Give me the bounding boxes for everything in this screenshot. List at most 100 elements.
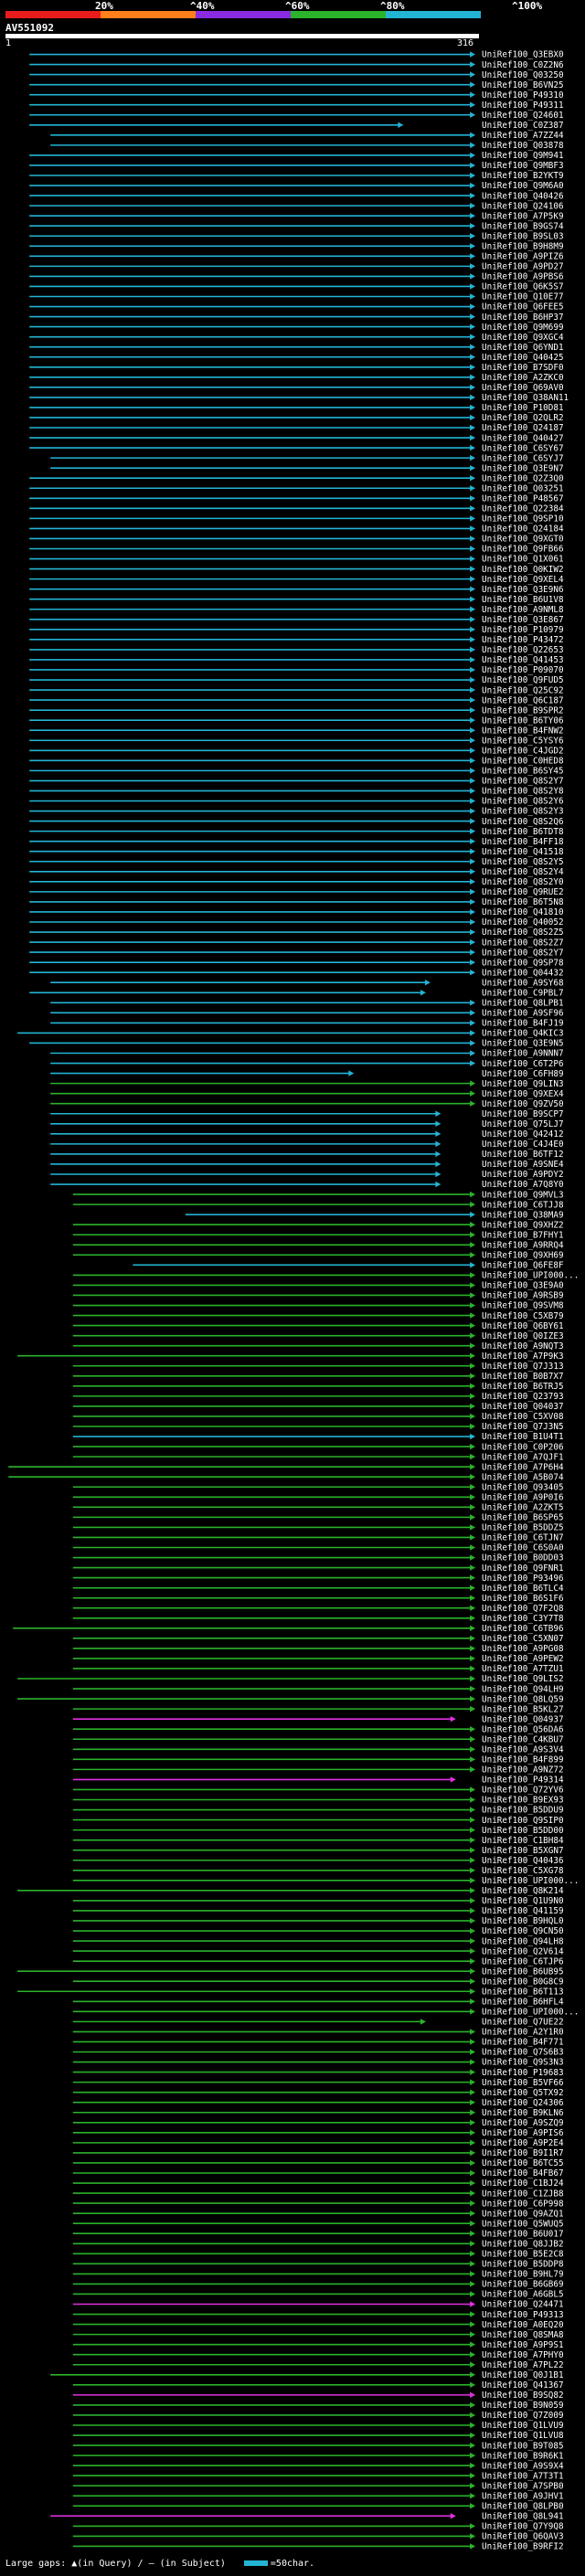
alignment-row[interactable]: UniRef100_B9KLN6 [72, 2108, 564, 2118]
row-label[interactable]: UniRef100_B6TC55 [482, 2158, 564, 2168]
alignment-row[interactable]: UniRef100_A7Q8Y0 [50, 1180, 564, 1190]
alignment-row[interactable]: UniRef100_B9N059 [72, 2401, 564, 2411]
alignment-row[interactable]: UniRef100_Q25C92 [29, 685, 564, 695]
row-label[interactable]: UniRef100_Q41367 [482, 2380, 564, 2390]
row-label[interactable]: UniRef100_Q6FEE5 [482, 302, 564, 313]
alignment-row[interactable]: UniRef100_A7SPB0 [72, 2481, 564, 2491]
row-label[interactable]: UniRef100_Q8LQ59 [482, 1694, 564, 1704]
row-label[interactable]: UniRef100_B6HP37 [482, 313, 564, 323]
alignment-row[interactable]: UniRef100_B4FNW2 [29, 726, 564, 736]
row-label[interactable]: UniRef100_Q56DA6 [482, 1724, 564, 1734]
alignment-row[interactable]: UniRef100_C1BJ24 [72, 2178, 564, 2189]
alignment-row[interactable]: UniRef100_Q7F2Q8 [72, 1604, 564, 1614]
alignment-row[interactable]: UniRef100_C0HED8 [29, 757, 564, 767]
alignment-row[interactable]: UniRef100_A9NZ72 [72, 1765, 564, 1776]
row-label[interactable]: UniRef100_Q9XGC4 [482, 333, 564, 343]
alignment-row[interactable]: UniRef100_C5XB79 [72, 1311, 564, 1321]
alignment-row[interactable]: UniRef100_A6GBL5 [72, 2290, 564, 2300]
alignment-row[interactable]: UniRef100_B9HL79 [72, 2270, 564, 2280]
row-label[interactable]: UniRef100_B6S1F6 [482, 1594, 564, 1604]
row-label[interactable]: UniRef100_A7Q8Y0 [482, 1180, 564, 1190]
alignment-row[interactable]: UniRef100_B5DDZ5 [72, 1523, 564, 1533]
row-label[interactable]: UniRef100_C4J4E0 [482, 1140, 564, 1150]
row-label[interactable]: UniRef100_Q9XEL4 [482, 575, 564, 585]
alignment-row[interactable]: UniRef100_P10D81 [29, 403, 564, 413]
row-label[interactable]: UniRef100_C5XB79 [482, 1311, 564, 1321]
alignment-row[interactable]: UniRef100_Q38AN11 [29, 393, 569, 403]
alignment-row[interactable]: UniRef100_Q9SIP0 [72, 1816, 564, 1826]
row-label[interactable]: UniRef100_C5XG78 [482, 1866, 564, 1876]
row-label[interactable]: UniRef100_A7P5K9 [482, 211, 564, 221]
row-label[interactable]: UniRef100_P49311 [482, 101, 564, 111]
row-label[interactable]: UniRef100_P93496 [482, 1574, 564, 1584]
alignment-row[interactable]: UniRef100_B5XGN7 [72, 1846, 564, 1856]
alignment-row[interactable]: UniRef100_P93496 [72, 1574, 564, 1584]
alignment-row[interactable]: UniRef100_Q9XGT0 [29, 535, 564, 545]
alignment-row[interactable]: UniRef100_P09070 [29, 665, 564, 675]
alignment-row[interactable]: UniRef100_B6TY06 [29, 716, 564, 726]
row-label[interactable]: UniRef100_Q0KIW2 [482, 565, 564, 575]
alignment-row[interactable]: UniRef100_Q3E9N5 [29, 1039, 564, 1049]
row-label[interactable]: UniRef100_A9PDY2 [482, 1170, 564, 1180]
alignment-row[interactable]: UniRef100_A9PDY2 [50, 1170, 564, 1180]
row-label[interactable]: UniRef100_Q4KIC3 [482, 1029, 564, 1039]
row-label[interactable]: UniRef100_B5DDP8 [482, 2260, 564, 2270]
alignment-row[interactable]: UniRef100_A9JHV1 [72, 2491, 564, 2501]
row-label[interactable]: UniRef100_A7TZU1 [482, 1664, 564, 1674]
alignment-row[interactable]: UniRef100_A7TZU1 [72, 1664, 564, 1674]
alignment-row[interactable]: UniRef100_P10979 [29, 625, 564, 635]
row-label[interactable]: UniRef100_Q8K214 [482, 1886, 564, 1896]
alignment-row[interactable]: UniRef100_B9SPR2 [29, 705, 564, 716]
row-label[interactable]: UniRef100_B9RFI2 [482, 2542, 564, 2552]
row-label[interactable]: UniRef100_A7PHY0 [482, 2350, 564, 2360]
alignment-row[interactable]: UniRef100_Q6QAV3 [72, 2532, 564, 2542]
alignment-row[interactable]: UniRef100_B7FHY1 [72, 1230, 564, 1240]
row-label[interactable]: UniRef100_A9SZQ9 [482, 2118, 564, 2128]
row-label[interactable]: UniRef100_Q04432 [482, 968, 564, 978]
row-label[interactable]: UniRef100_B5XGN7 [482, 1846, 564, 1856]
alignment-row[interactable]: UniRef100_Q38MA9 [185, 1210, 564, 1220]
row-label[interactable]: UniRef100_Q8LPB1 [482, 999, 564, 1009]
row-label[interactable]: UniRef100_A7T3T1 [482, 2471, 564, 2481]
alignment-row[interactable]: UniRef100_Q75LJ7 [50, 1119, 564, 1129]
alignment-row[interactable]: UniRef100_Q41518 [29, 847, 564, 857]
row-label[interactable]: UniRef100_Q9SP78 [482, 958, 564, 968]
alignment-row[interactable]: UniRef100_C9PBL7 [29, 988, 564, 998]
row-label[interactable]: UniRef100_Q03878 [482, 141, 564, 151]
alignment-row[interactable]: UniRef100_A7QJF1 [72, 1452, 564, 1462]
alignment-row[interactable]: UniRef100_A9PBS6 [29, 272, 564, 282]
alignment-row[interactable]: UniRef100_A9PD27 [29, 262, 564, 272]
row-label[interactable]: UniRef100_Q24106 [482, 201, 564, 211]
alignment-row[interactable]: UniRef100_Q4KIC3 [17, 1029, 564, 1039]
alignment-row[interactable]: UniRef100_Q2V614 [72, 1946, 564, 1956]
alignment-row[interactable]: UniRef100_Q0J1B1 [50, 2370, 564, 2380]
alignment-row[interactable]: UniRef100_Q8S2Q6 [29, 817, 564, 827]
alignment-row[interactable]: UniRef100_Q1LVU9 [72, 2421, 564, 2431]
alignment-row[interactable]: UniRef100_Q6FEE5 [29, 302, 564, 313]
alignment-row[interactable]: UniRef100_P49311 [29, 101, 564, 111]
alignment-row[interactable]: UniRef100_B6TC55 [72, 2158, 564, 2168]
alignment-row[interactable]: UniRef100_Q10E77 [29, 292, 564, 302]
alignment-row[interactable]: UniRef100_B6U1V8 [29, 595, 564, 605]
alignment-row[interactable]: UniRef100_C4JGD2 [29, 747, 564, 757]
row-label[interactable]: UniRef100_A9PBS6 [482, 272, 564, 282]
row-label[interactable]: UniRef100_Q40426 [482, 191, 564, 201]
row-label[interactable]: UniRef100_Q04037 [482, 1402, 564, 1412]
alignment-row[interactable]: UniRef100_Q9SP10 [29, 514, 564, 525]
alignment-row[interactable]: UniRef100_UPI000... [72, 1876, 580, 1886]
alignment-row[interactable]: UniRef100_Q03251 [29, 483, 564, 493]
row-label[interactable]: UniRef100_B9R6K1 [482, 2451, 564, 2461]
alignment-row[interactable]: UniRef100_Q9AZQ1 [72, 2209, 564, 2219]
row-label[interactable]: UniRef100_Q9RUE2 [482, 887, 564, 897]
alignment-row[interactable]: UniRef100_B9I1R7 [72, 2148, 564, 2158]
alignment-row[interactable]: UniRef100_Q41810 [29, 907, 564, 917]
alignment-row[interactable]: UniRef100_B1U4T1 [72, 1432, 564, 1442]
alignment-row[interactable]: UniRef100_B0B7X7 [72, 1372, 564, 1382]
row-label[interactable]: UniRef100_Q9SVM8 [482, 1301, 564, 1311]
row-label[interactable]: UniRef100_Q7Z009 [482, 2411, 564, 2421]
row-label[interactable]: UniRef100_Q3E9N7 [482, 463, 564, 473]
alignment-row[interactable]: UniRef100_A9RRQ4 [72, 1240, 564, 1250]
row-label[interactable]: UniRef100_B5VF66 [482, 2078, 564, 2088]
alignment-row[interactable]: UniRef100_B6SY45 [29, 767, 564, 777]
row-label[interactable]: UniRef100_Q9ZV50 [482, 1099, 564, 1109]
